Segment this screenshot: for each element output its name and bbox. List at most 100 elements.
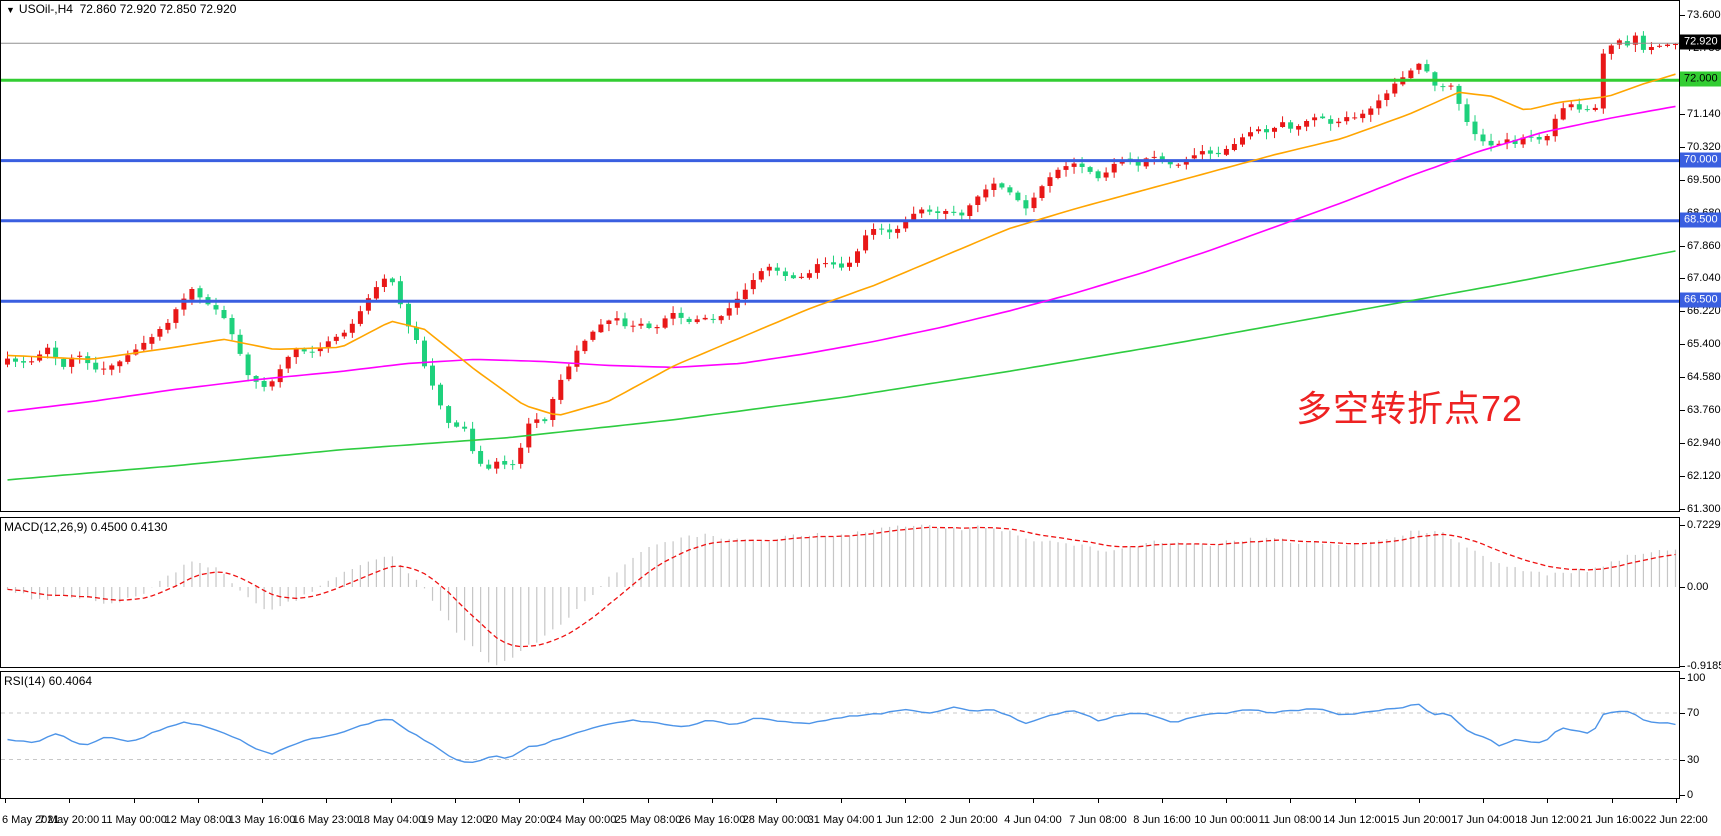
macd-tick-label: 0.7229 bbox=[1687, 519, 1721, 531]
candles bbox=[5, 31, 1678, 474]
time-tick bbox=[969, 799, 970, 803]
time-tick-label: 24 May 00:00 bbox=[549, 814, 617, 826]
time-tick bbox=[262, 799, 263, 803]
time-tick-label: 12 May 08:00 bbox=[164, 814, 232, 826]
time-tick bbox=[841, 799, 842, 803]
rsi-tick bbox=[1680, 678, 1685, 679]
time-tick bbox=[1033, 799, 1034, 803]
price-tick-label: 69.500 bbox=[1687, 174, 1721, 186]
time-tick-label: 2 Jun 20:00 bbox=[940, 814, 998, 826]
price-tick bbox=[1680, 344, 1685, 345]
macd-tick bbox=[1680, 666, 1685, 667]
time-tick-label: 11 Jun 08:00 bbox=[1258, 814, 1322, 826]
ma-fast-line bbox=[7, 73, 1676, 416]
time-tick bbox=[198, 799, 199, 803]
macd-chart-canvas[interactable] bbox=[1, 518, 1679, 667]
time-tick bbox=[648, 799, 649, 803]
macd-signal-line bbox=[7, 526, 1676, 648]
time-tick-label: 6 May 2021 bbox=[2, 814, 60, 826]
time-tick bbox=[1098, 799, 1099, 803]
time-tick bbox=[712, 799, 713, 803]
time-tick-label: 18 May 04:00 bbox=[357, 814, 425, 826]
time-tick bbox=[1483, 799, 1484, 803]
time-tick-label: 15 Jun 20:00 bbox=[1387, 814, 1451, 826]
macd-tick bbox=[1680, 525, 1685, 526]
time-tick bbox=[1676, 799, 1677, 803]
time-tick bbox=[1612, 799, 1613, 803]
time-tick-label: 21 Jun 16:00 bbox=[1580, 814, 1644, 826]
price-tick bbox=[1680, 476, 1685, 477]
macd-tick-label: 0.00 bbox=[1687, 581, 1709, 593]
ma-mid-line bbox=[7, 105, 1676, 413]
rsi-indicator-label: RSI(14) 60.4064 bbox=[4, 674, 93, 688]
macd-tick-label: -0.9185 bbox=[1687, 660, 1721, 672]
price-tick-label: 67.040 bbox=[1687, 272, 1721, 284]
rsi-pane[interactable] bbox=[0, 671, 1680, 799]
price-tick-label: 63.760 bbox=[1687, 404, 1721, 416]
price-level-badge-68.500: 68.500 bbox=[1680, 212, 1721, 228]
price-tick bbox=[1680, 147, 1685, 148]
rsi-tick bbox=[1680, 713, 1685, 714]
time-tick-label: 17 Jun 04:00 bbox=[1451, 814, 1515, 826]
price-tick-label: 64.580 bbox=[1687, 371, 1721, 383]
time-tick bbox=[5, 799, 6, 803]
macd-indicator-label: MACD(12,26,9) 0.4500 0.4130 bbox=[4, 520, 168, 534]
time-tick-label: 22 Jun 22:00 bbox=[1644, 814, 1708, 826]
price-tick bbox=[1680, 246, 1685, 247]
price-tick-label: 73.600 bbox=[1687, 9, 1721, 21]
time-tick-label: 31 May 04:00 bbox=[807, 814, 875, 826]
time-tick-label: 19 May 12:00 bbox=[421, 814, 489, 826]
rsi-chart-canvas[interactable] bbox=[1, 672, 1679, 798]
ohlc-quote-line: 72.860 72.920 72.850 72.920 bbox=[79, 2, 237, 16]
time-tick bbox=[134, 799, 135, 803]
price-tick bbox=[1680, 114, 1685, 115]
time-tick bbox=[326, 799, 327, 803]
time-tick bbox=[1290, 799, 1291, 803]
time-tick bbox=[519, 799, 520, 803]
annotation-text[interactable]: 多空转折点72 bbox=[1296, 388, 1524, 429]
rsi-tick-label: 100 bbox=[1687, 672, 1706, 684]
time-tick bbox=[1162, 799, 1163, 803]
time-tick-label: 28 May 00:00 bbox=[742, 814, 810, 826]
time-tick bbox=[69, 799, 70, 803]
time-tick bbox=[455, 799, 456, 803]
price-tick-label: 71.140 bbox=[1687, 108, 1721, 120]
price-tick-label: 65.400 bbox=[1687, 338, 1721, 350]
price-tick-label: 67.860 bbox=[1687, 240, 1721, 252]
price-tick bbox=[1680, 15, 1685, 16]
price-tick bbox=[1680, 180, 1685, 181]
time-tick bbox=[776, 799, 777, 803]
price-tick bbox=[1680, 509, 1685, 510]
symbol-timeframe-label: USOil-,H4 bbox=[18, 2, 73, 16]
price-tick-label: 66.220 bbox=[1687, 305, 1721, 317]
macd-pane[interactable] bbox=[0, 517, 1680, 668]
price-tick bbox=[1680, 311, 1685, 312]
rsi-line bbox=[7, 703, 1676, 764]
macd-histogram bbox=[6, 524, 1677, 666]
ma-slow-line bbox=[7, 250, 1676, 481]
rsi-tick bbox=[1680, 760, 1685, 761]
price-chart-canvas[interactable] bbox=[1, 1, 1679, 511]
price-tick bbox=[1680, 278, 1685, 279]
time-tick-label: 13 May 16:00 bbox=[228, 814, 296, 826]
time-tick-label: 7 Jun 08:00 bbox=[1069, 814, 1127, 826]
rsi-tick bbox=[1680, 795, 1685, 796]
price-level-badge-72.920: 72.920 bbox=[1680, 34, 1721, 50]
price-tick bbox=[1680, 377, 1685, 378]
price-level-badge-70.000: 70.000 bbox=[1680, 152, 1721, 168]
price-tick-label: 70.320 bbox=[1687, 141, 1721, 153]
time-tick bbox=[391, 799, 392, 803]
price-level-badge-72.000: 72.000 bbox=[1680, 71, 1721, 87]
macd-tick bbox=[1680, 587, 1685, 588]
rsi-tick-label: 70 bbox=[1687, 707, 1700, 719]
price-pane[interactable] bbox=[0, 0, 1680, 512]
time-tick bbox=[583, 799, 584, 803]
symbol-dropdown-icon[interactable]: ▼ bbox=[6, 5, 15, 15]
price-tick-label: 62.940 bbox=[1687, 437, 1721, 449]
price-tick-label: 61.300 bbox=[1687, 503, 1721, 515]
rsi-tick-label: 0 bbox=[1687, 789, 1694, 801]
time-tick bbox=[1547, 799, 1548, 803]
chart-title: ▼ USOil-,H4 72.860 72.920 72.850 72.920 bbox=[6, 2, 236, 16]
price-level-badge-66.500: 66.500 bbox=[1680, 292, 1721, 308]
